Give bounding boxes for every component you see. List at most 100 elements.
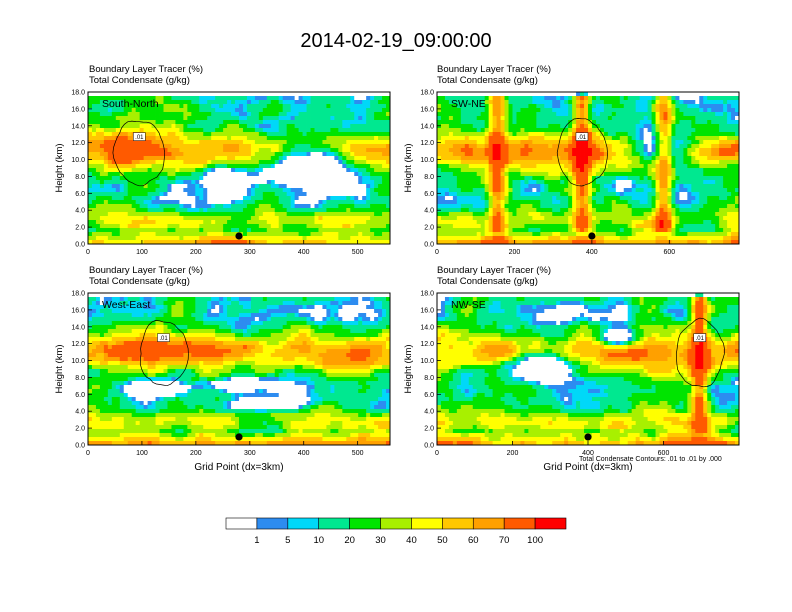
field-cell	[643, 196, 648, 201]
field-cell	[131, 124, 137, 129]
field-cell	[595, 104, 601, 109]
field-cell	[655, 172, 660, 177]
field-cell	[643, 156, 648, 161]
field-cell	[595, 132, 601, 137]
field-cell	[342, 188, 347, 193]
field-cell	[346, 188, 351, 193]
field-cell	[695, 128, 700, 133]
field-cell	[588, 92, 593, 97]
field-cell	[444, 164, 450, 169]
field-cell	[671, 152, 676, 157]
field-cell	[572, 104, 577, 109]
field-cell	[199, 152, 204, 157]
field-cell	[508, 196, 513, 201]
field-cell	[663, 172, 668, 177]
field-cell	[242, 108, 248, 113]
field-cell	[195, 232, 200, 237]
field-cell	[346, 172, 351, 177]
field-cell	[607, 108, 613, 113]
field-cell	[440, 112, 446, 117]
field-cell	[603, 188, 609, 193]
field-cell	[584, 144, 589, 149]
field-cell	[655, 104, 660, 109]
field-cell	[223, 184, 228, 189]
field-cell	[322, 148, 327, 153]
field-cell	[183, 216, 188, 221]
field-cell	[639, 196, 645, 201]
field-cell	[187, 236, 192, 241]
field-cell	[460, 112, 466, 117]
field-cell	[266, 232, 272, 237]
field-cell	[556, 112, 561, 117]
field-cell	[242, 188, 248, 193]
field-cell	[691, 184, 696, 189]
field-cell	[386, 192, 391, 197]
field-cell	[556, 104, 561, 109]
field-cell	[99, 196, 105, 201]
field-cell	[179, 192, 184, 197]
field-cell	[163, 208, 168, 213]
field-cell	[290, 240, 296, 245]
field-cell	[99, 180, 105, 185]
field-cell	[131, 212, 137, 217]
field-cell	[440, 128, 446, 133]
field-cell	[354, 196, 359, 201]
field-cell	[544, 100, 549, 105]
field-cell	[147, 220, 152, 225]
field-cell	[647, 196, 652, 201]
field-cell	[282, 120, 288, 125]
field-cell	[711, 148, 716, 153]
field-cell	[258, 180, 264, 185]
field-cell	[274, 236, 280, 241]
field-cell	[524, 164, 529, 169]
field-cell	[143, 148, 148, 153]
field-cell	[508, 116, 513, 121]
field-cell	[318, 176, 323, 181]
field-cell	[504, 196, 509, 201]
field-cell	[496, 176, 501, 181]
field-cell	[488, 188, 494, 193]
field-cell	[147, 92, 152, 97]
field-cell	[580, 104, 585, 109]
field-cell	[127, 124, 133, 129]
field-cell	[456, 96, 462, 101]
field-cell	[127, 172, 133, 177]
field-cell	[322, 116, 327, 121]
field-cell	[374, 120, 379, 125]
field-cell	[683, 124, 688, 129]
field-cell	[286, 164, 292, 169]
field-cell	[242, 204, 248, 209]
field-cell	[270, 176, 276, 181]
field-cell	[342, 236, 347, 241]
field-cell	[167, 224, 172, 229]
field-cell	[151, 156, 156, 161]
field-cell	[211, 120, 216, 125]
field-cell	[464, 196, 470, 201]
field-cell	[707, 180, 712, 185]
field-cell	[310, 96, 315, 101]
field-cell	[683, 100, 688, 105]
field-cell	[659, 188, 664, 193]
field-cell	[306, 140, 311, 145]
field-cell	[572, 172, 577, 177]
field-cell	[246, 196, 252, 201]
field-cell	[378, 140, 383, 145]
field-cell	[159, 116, 164, 121]
field-cell	[599, 148, 605, 153]
field-cell	[386, 100, 391, 105]
field-cell	[591, 128, 597, 133]
field-cell	[627, 120, 633, 125]
field-cell	[242, 224, 248, 229]
field-cell	[88, 232, 93, 237]
field-cell	[191, 120, 196, 125]
field-cell	[211, 92, 216, 97]
field-cell	[548, 132, 553, 137]
field-cell	[171, 92, 176, 97]
field-cell	[683, 132, 688, 137]
field-cell	[564, 188, 569, 193]
field-cell	[623, 160, 629, 165]
field-cell	[143, 116, 148, 121]
field-cell	[386, 136, 391, 141]
field-cell	[246, 96, 252, 101]
field-cell	[484, 156, 490, 161]
